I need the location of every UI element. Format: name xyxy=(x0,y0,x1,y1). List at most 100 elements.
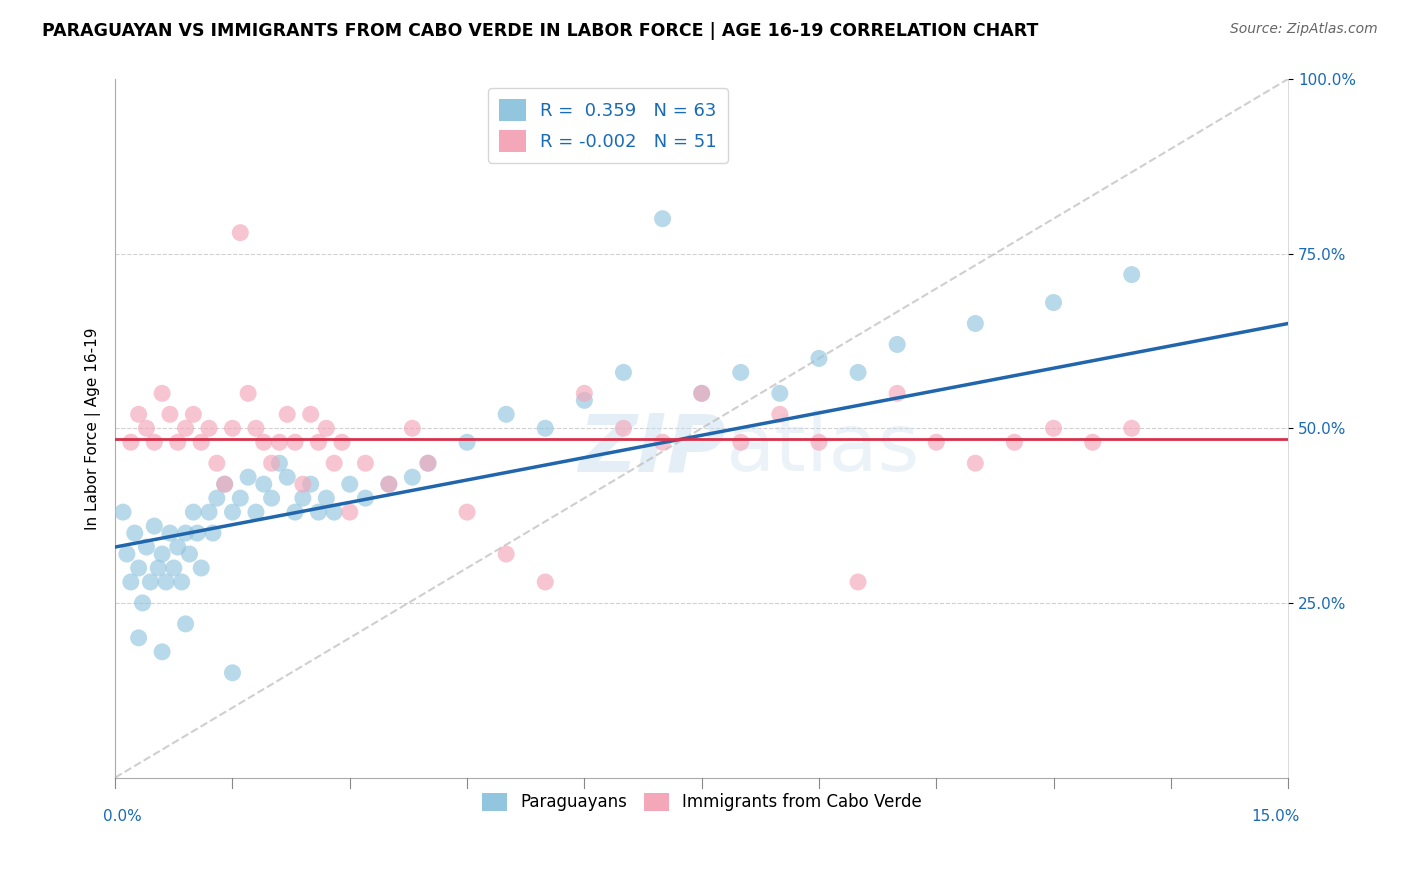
Point xyxy=(574,393,596,408)
Point xyxy=(690,386,713,401)
Point xyxy=(260,456,283,470)
Point xyxy=(769,386,792,401)
Point xyxy=(143,435,166,450)
Point xyxy=(284,435,307,450)
Text: ZIP: ZIP xyxy=(578,410,725,488)
Point xyxy=(886,386,908,401)
Point xyxy=(253,477,276,491)
Point xyxy=(308,505,330,519)
Point xyxy=(1121,421,1143,435)
Point xyxy=(416,456,439,470)
Point xyxy=(291,477,314,491)
Point xyxy=(730,365,752,379)
Point xyxy=(846,574,869,589)
Point xyxy=(179,547,201,561)
Point xyxy=(236,470,259,484)
Point xyxy=(166,435,188,450)
Point xyxy=(143,519,166,533)
Point xyxy=(135,540,157,554)
Point xyxy=(1042,421,1064,435)
Point xyxy=(401,421,423,435)
Point xyxy=(308,435,330,450)
Point xyxy=(135,421,157,435)
Point xyxy=(221,665,243,680)
Point xyxy=(690,386,713,401)
Point xyxy=(229,226,252,240)
Point xyxy=(284,505,307,519)
Point xyxy=(534,421,557,435)
Point xyxy=(221,421,243,435)
Point xyxy=(111,505,134,519)
Point xyxy=(315,421,337,435)
Point xyxy=(170,574,193,589)
Point xyxy=(190,435,212,450)
Point xyxy=(253,435,276,450)
Point xyxy=(339,477,361,491)
Point xyxy=(495,547,517,561)
Point xyxy=(1004,435,1026,450)
Point xyxy=(245,421,267,435)
Point xyxy=(166,540,188,554)
Point xyxy=(163,561,186,575)
Point xyxy=(131,596,153,610)
Point xyxy=(128,407,150,421)
Point xyxy=(159,526,181,541)
Point xyxy=(276,407,298,421)
Point xyxy=(198,421,221,435)
Point xyxy=(401,470,423,484)
Point xyxy=(159,407,181,421)
Point xyxy=(354,456,377,470)
Point xyxy=(456,505,478,519)
Point xyxy=(205,491,228,505)
Point xyxy=(260,491,283,505)
Point xyxy=(115,547,138,561)
Point xyxy=(534,574,557,589)
Point xyxy=(155,574,177,589)
Point xyxy=(1081,435,1104,450)
Point xyxy=(651,211,673,226)
Point xyxy=(120,435,142,450)
Point xyxy=(807,351,830,366)
Point xyxy=(612,365,634,379)
Point xyxy=(139,574,162,589)
Point xyxy=(965,317,987,331)
Point xyxy=(291,491,314,505)
Point xyxy=(174,616,197,631)
Point xyxy=(120,574,142,589)
Point xyxy=(269,456,291,470)
Point xyxy=(205,456,228,470)
Point xyxy=(456,435,478,450)
Legend: Paraguayans, Immigrants from Cabo Verde: Paraguayans, Immigrants from Cabo Verde xyxy=(475,786,928,818)
Point xyxy=(323,456,346,470)
Point xyxy=(183,505,205,519)
Point xyxy=(354,491,377,505)
Point xyxy=(1121,268,1143,282)
Point xyxy=(299,477,322,491)
Text: atlas: atlas xyxy=(725,410,920,488)
Point xyxy=(299,407,322,421)
Point xyxy=(245,505,267,519)
Point xyxy=(330,435,353,450)
Point xyxy=(315,491,337,505)
Point xyxy=(339,505,361,519)
Text: PARAGUAYAN VS IMMIGRANTS FROM CABO VERDE IN LABOR FORCE | AGE 16-19 CORRELATION : PARAGUAYAN VS IMMIGRANTS FROM CABO VERDE… xyxy=(42,22,1039,40)
Point xyxy=(495,407,517,421)
Point xyxy=(201,526,224,541)
Point xyxy=(269,435,291,450)
Point xyxy=(183,407,205,421)
Point xyxy=(612,421,634,435)
Point xyxy=(769,407,792,421)
Point xyxy=(229,491,252,505)
Point xyxy=(198,505,221,519)
Point xyxy=(214,477,236,491)
Point xyxy=(925,435,948,450)
Point xyxy=(846,365,869,379)
Point xyxy=(730,435,752,450)
Point xyxy=(174,421,197,435)
Point xyxy=(148,561,170,575)
Text: Source: ZipAtlas.com: Source: ZipAtlas.com xyxy=(1230,22,1378,37)
Point xyxy=(276,470,298,484)
Point xyxy=(886,337,908,351)
Point xyxy=(214,477,236,491)
Point xyxy=(221,505,243,519)
